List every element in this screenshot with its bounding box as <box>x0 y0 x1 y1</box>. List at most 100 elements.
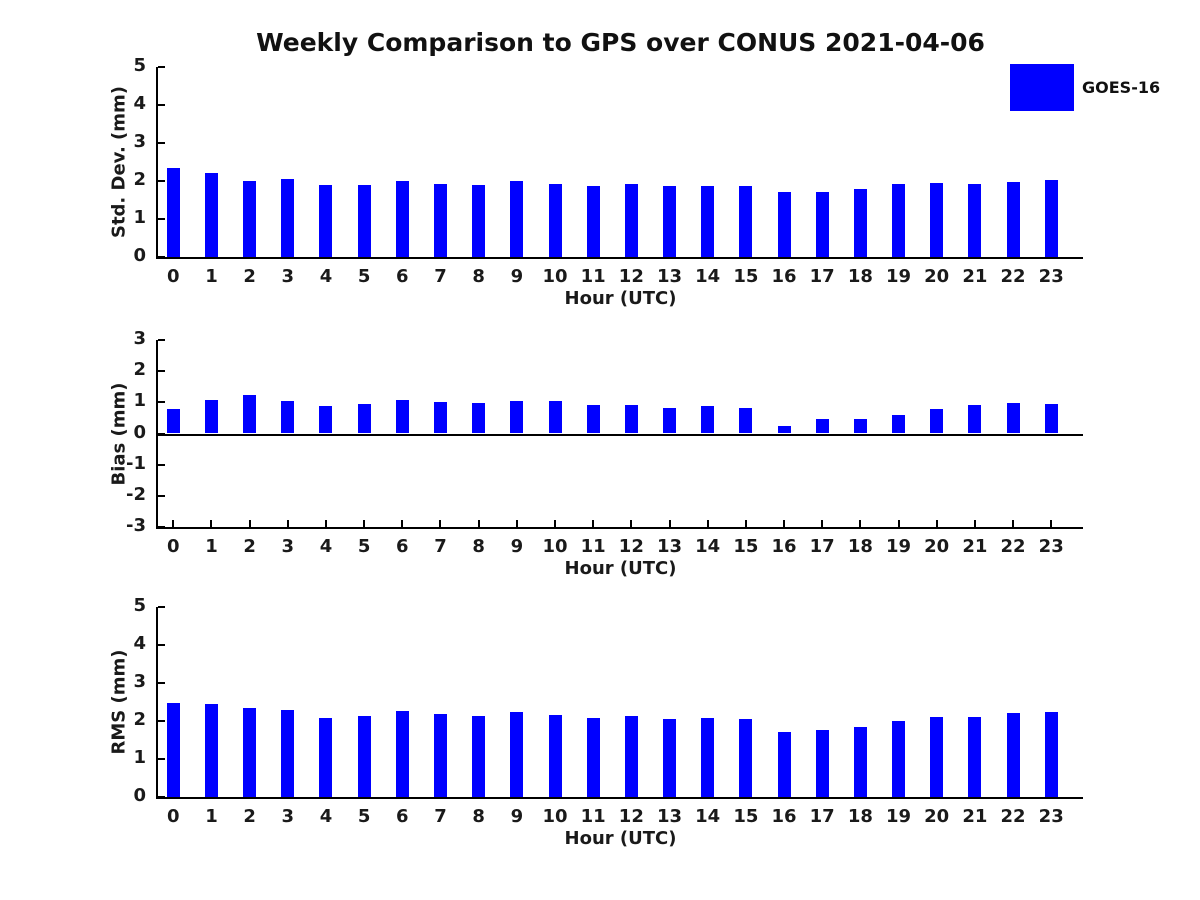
bar <box>319 406 333 434</box>
x-tick <box>630 520 633 527</box>
y-axis-spine <box>156 340 158 529</box>
y-tick-label: 2 <box>133 359 146 381</box>
y-tick <box>158 720 165 722</box>
x-tick-label: 2 <box>243 806 256 827</box>
y-tick <box>158 758 165 760</box>
x-tick-label: 18 <box>847 806 873 827</box>
x-tick <box>1050 520 1053 527</box>
x-tick-label: 10 <box>542 266 568 287</box>
x-tick-label: 5 <box>357 536 371 557</box>
bar <box>433 183 447 257</box>
x-tick-label: 18 <box>847 536 873 557</box>
y-tick-label: 0 <box>133 421 146 443</box>
x-tick-label: 7 <box>434 266 447 287</box>
x-tick-label: 1 <box>205 806 218 827</box>
bar <box>739 719 753 797</box>
x-tick <box>324 520 327 527</box>
x-tick-label: 12 <box>618 806 644 827</box>
y-tick-label: 5 <box>133 595 146 616</box>
bar <box>930 182 944 257</box>
bar <box>586 717 600 797</box>
x-tick <box>744 520 747 527</box>
x-tick <box>286 520 289 527</box>
zero-line <box>158 433 1083 436</box>
x-tick-label: 9 <box>510 806 524 827</box>
bar <box>166 408 180 434</box>
y-tick <box>158 339 165 341</box>
bar <box>1044 179 1058 257</box>
x-tick-label: 17 <box>809 536 835 557</box>
y-axis-label-text: RMS (mm) <box>108 649 130 755</box>
x-tick-label: 21 <box>962 806 988 827</box>
bar <box>701 406 715 434</box>
bar <box>510 181 524 257</box>
x-tick-label: 7 <box>434 806 447 827</box>
x-tick-label: 12 <box>618 266 644 287</box>
x-tick <box>401 520 404 527</box>
x-tick-label: 12 <box>618 536 644 557</box>
bar <box>815 192 829 257</box>
y-tick <box>158 463 165 466</box>
y-tick-label: 4 <box>133 93 146 114</box>
bar <box>472 402 486 434</box>
y-tick-label: 2 <box>133 169 146 190</box>
y-tick <box>158 644 165 646</box>
bar <box>472 184 486 257</box>
y-tick-label: 3 <box>133 671 146 692</box>
y-axis-spine <box>156 607 158 799</box>
y-tick-label: -3 <box>126 515 146 536</box>
bar <box>319 717 333 797</box>
x-tick <box>706 520 709 527</box>
y-tick <box>158 682 165 684</box>
x-tick <box>859 520 862 527</box>
x-tick-label: 15 <box>733 806 759 827</box>
y-tick <box>158 180 165 182</box>
y-tick <box>158 66 165 68</box>
x-tick-label: 13 <box>656 536 683 557</box>
x-axis-spine <box>156 257 1083 259</box>
bar <box>1006 403 1020 434</box>
x-axis-label: Hour (UTC) <box>564 288 677 309</box>
bar <box>930 409 944 434</box>
y-tick <box>158 256 165 258</box>
x-tick <box>973 520 976 527</box>
x-axis-label: Hour (UTC) <box>564 828 677 849</box>
x-tick-label: 4 <box>319 536 333 557</box>
bar <box>815 419 829 434</box>
x-tick-label: 23 <box>1038 536 1064 557</box>
x-tick-label: 16 <box>771 806 797 827</box>
y-tick-label: 4 <box>133 633 146 654</box>
x-tick-label: 22 <box>1000 806 1026 827</box>
x-tick-label: 9 <box>510 266 524 287</box>
x-tick <box>439 520 442 527</box>
bar <box>739 185 753 257</box>
x-tick-label: 10 <box>542 536 568 557</box>
x-tick-label: 3 <box>281 266 295 287</box>
x-tick-label: 15 <box>733 536 759 557</box>
x-tick <box>210 520 213 527</box>
x-tick-label: 0 <box>167 266 180 287</box>
bar <box>815 730 829 797</box>
bar <box>395 181 409 257</box>
bar <box>433 714 447 797</box>
bar <box>357 403 371 434</box>
x-tick <box>592 520 595 527</box>
x-tick-label: 20 <box>924 536 950 557</box>
x-tick-label: 5 <box>357 266 371 287</box>
x-axis-label: Hour (UTC) <box>564 558 677 579</box>
bar <box>243 181 257 257</box>
x-tick-label: 7 <box>434 536 447 557</box>
bar <box>968 183 982 257</box>
bar <box>624 404 638 434</box>
bar <box>853 188 867 257</box>
bar <box>853 727 867 797</box>
x-tick <box>477 520 480 527</box>
bar <box>1044 712 1058 797</box>
y-tick-label: -1 <box>126 452 146 474</box>
x-tick-label: 2 <box>243 536 256 557</box>
y-tick-label: 5 <box>133 55 146 76</box>
bar <box>166 167 180 257</box>
bar <box>930 717 944 797</box>
x-tick-label: 20 <box>924 806 950 827</box>
x-tick <box>363 520 366 527</box>
